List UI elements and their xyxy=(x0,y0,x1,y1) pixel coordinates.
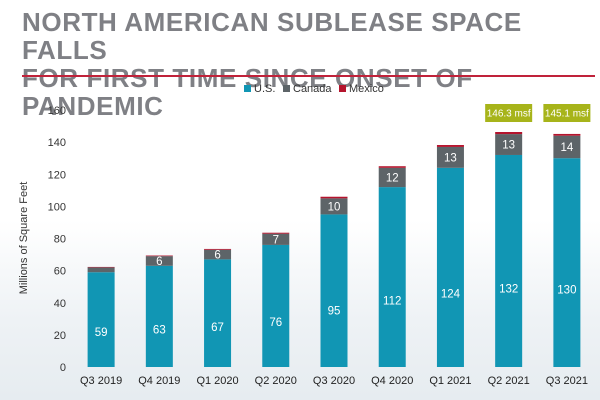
bar-segment-canada xyxy=(87,267,115,273)
callout-label: 146.3 msf xyxy=(487,109,531,120)
bar-segment-canada xyxy=(262,233,290,245)
bar-segment-mexico xyxy=(320,196,348,199)
data-label-canada: 13 xyxy=(444,152,457,164)
data-label-us: 95 xyxy=(328,306,341,318)
title-line-1: NORTH AMERICAN SUBLEASE SPACE FALLS xyxy=(22,7,522,65)
y-tick-label: 120 xyxy=(48,169,66,181)
data-label-us: 112 xyxy=(383,295,401,307)
bar-segment-canada xyxy=(553,135,581,159)
y-tick-label: 60 xyxy=(54,266,66,278)
bar-segment-canada xyxy=(378,167,406,188)
y-tick-label: 0 xyxy=(60,362,66,374)
data-label-canada: 7 xyxy=(273,234,279,246)
y-tick-label: 140 xyxy=(48,137,66,149)
bar-segment-mexico xyxy=(204,248,232,250)
legend-swatch-canada xyxy=(283,84,290,92)
data-label-us: 67 xyxy=(211,322,224,334)
data-label-us: 63 xyxy=(153,325,166,337)
bar-segment-canada xyxy=(320,198,348,215)
legend-label-canada: Canada xyxy=(293,83,332,95)
data-label-canada: 6 xyxy=(214,250,220,262)
bar-segment-us xyxy=(87,272,115,367)
data-label-canada: 13 xyxy=(502,140,515,152)
x-tick-label: Q4 2019 xyxy=(138,375,180,387)
chart-title: NORTH AMERICAN SUBLEASE SPACE FALLS FOR … xyxy=(22,8,592,120)
bar-segment-mexico xyxy=(436,145,464,147)
data-label-us: 130 xyxy=(557,285,576,297)
legend-item-us: U.S. xyxy=(244,83,275,95)
legend-swatch-mexico xyxy=(339,84,346,92)
data-label-canada: 6 xyxy=(156,256,162,268)
legend: U.S. Canada Mexico xyxy=(0,83,600,99)
x-tick-label: Q3 2019 xyxy=(80,375,122,387)
y-tick-label: 100 xyxy=(48,201,66,213)
data-label-us: 132 xyxy=(499,284,518,296)
data-label-canada: 14 xyxy=(560,142,573,154)
bar-segment-us xyxy=(204,259,232,367)
callout-label: 145.1 msf xyxy=(545,109,589,120)
bar-segment-mexico xyxy=(495,132,523,135)
y-tick-label: 160 xyxy=(48,105,66,117)
bar-segment-canada xyxy=(204,249,232,260)
data-label-canada: 12 xyxy=(386,172,399,184)
title-divider xyxy=(22,75,595,77)
bar-segment-canada xyxy=(436,146,464,168)
data-label-us: 59 xyxy=(95,327,108,339)
bar-segment-us xyxy=(262,244,290,367)
legend-item-canada: Canada xyxy=(283,83,332,95)
legend-label-mexico: Mexico xyxy=(349,83,384,95)
y-tick-label: 80 xyxy=(54,234,66,246)
bar-segment-us xyxy=(320,214,348,367)
bar-segment-mexico xyxy=(553,133,581,136)
x-tick-label: Q3 2021 xyxy=(546,375,588,387)
bar-segment-us xyxy=(145,265,173,367)
bar-segment-us xyxy=(378,187,406,367)
data-label-canada: 10 xyxy=(328,201,341,213)
y-tick-label: 40 xyxy=(54,298,66,310)
legend-swatch-us xyxy=(244,84,251,92)
x-tick-label: Q1 2021 xyxy=(429,375,471,387)
bar-segment-us xyxy=(553,158,581,367)
x-tick-label: Q1 2020 xyxy=(196,375,238,387)
bar-segment-canada xyxy=(145,256,173,266)
bar-segment-mexico xyxy=(145,255,173,257)
legend-item-mexico: Mexico xyxy=(339,83,384,95)
y-tick-label: 20 xyxy=(54,330,66,342)
x-tick-label: Q2 2020 xyxy=(255,375,297,387)
data-label-us: 76 xyxy=(269,317,282,329)
bar-segment-mexico xyxy=(378,166,406,168)
data-label-us: 124 xyxy=(441,288,461,300)
callout-box xyxy=(543,104,591,122)
bar-segment-us xyxy=(436,167,464,367)
callout-box xyxy=(485,104,533,122)
bar-segment-us xyxy=(495,154,523,367)
x-tick-label: Q2 2021 xyxy=(488,375,530,387)
x-tick-label: Q4 2020 xyxy=(371,375,413,387)
bar-segment-canada xyxy=(495,134,523,155)
x-tick-label: Q3 2020 xyxy=(313,375,355,387)
bar-segment-mexico xyxy=(262,232,290,234)
legend-label-us: U.S. xyxy=(254,83,276,95)
